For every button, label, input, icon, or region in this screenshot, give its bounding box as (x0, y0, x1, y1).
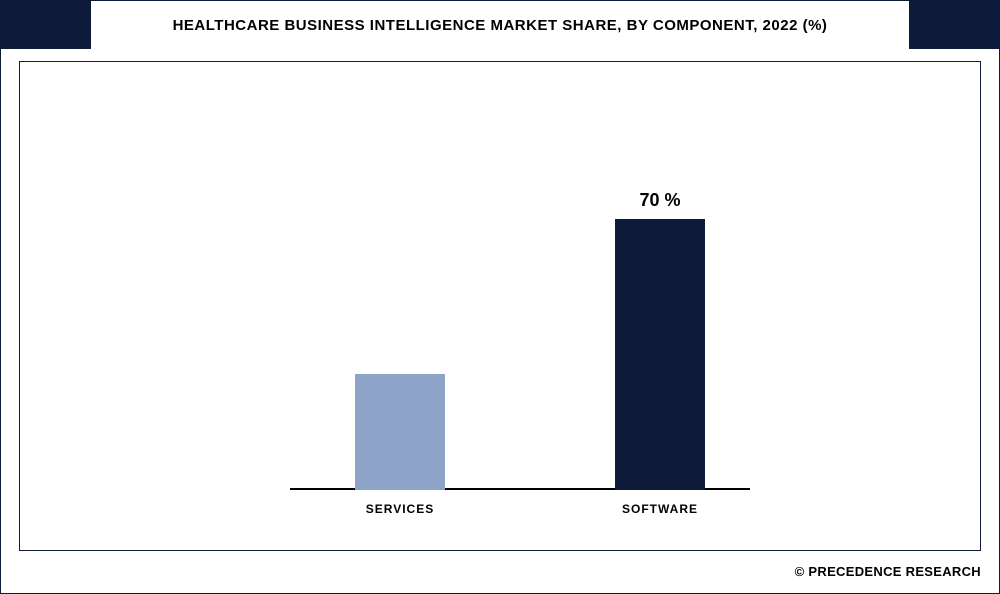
outer-frame: HEALTHCARE BUSINESS INTELLIGENCE MARKET … (0, 0, 1000, 594)
chart-area: SERVICES70 %SOFTWARE (290, 107, 750, 490)
title-bar: HEALTHCARE BUSINESS INTELLIGENCE MARKET … (1, 1, 999, 49)
category-label: SERVICES (320, 502, 480, 516)
bar-value-label: 70 % (580, 190, 740, 211)
bar-software (615, 219, 705, 490)
bar-services (355, 374, 445, 490)
chart-title: HEALTHCARE BUSINESS INTELLIGENCE MARKET … (1, 17, 999, 34)
category-label: SOFTWARE (580, 502, 740, 516)
source-attribution: © PRECEDENCE RESEARCH (795, 564, 981, 579)
plot-frame: SERVICES 70 % SOFTWARE (19, 61, 981, 551)
